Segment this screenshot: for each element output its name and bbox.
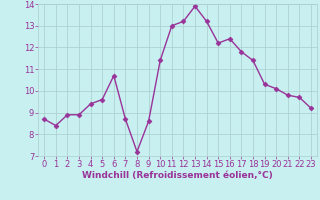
X-axis label: Windchill (Refroidissement éolien,°C): Windchill (Refroidissement éolien,°C) xyxy=(82,171,273,180)
